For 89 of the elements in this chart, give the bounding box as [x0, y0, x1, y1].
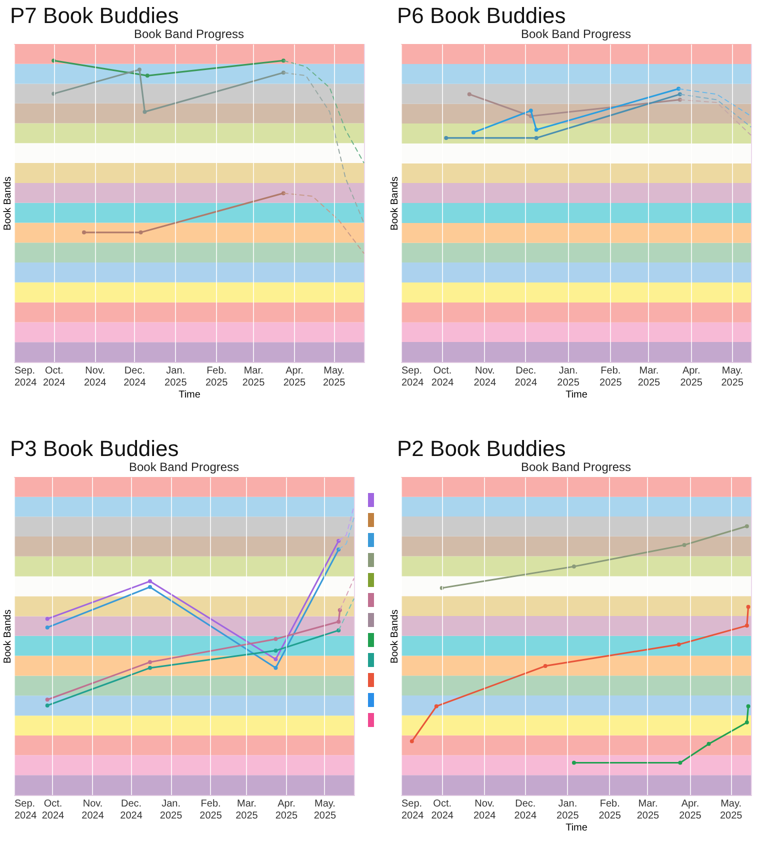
x-tick-label: Jan. 2025: [557, 366, 580, 388]
point: [572, 564, 576, 569]
point: [274, 637, 278, 642]
x-tick-label: Jan. 2025: [556, 798, 580, 822]
point: [678, 760, 682, 765]
point: [543, 664, 548, 668]
point: [534, 128, 538, 132]
point: [148, 585, 152, 590]
x-axis-title: Time: [566, 390, 588, 400]
x-tick-label: May. 2025: [314, 798, 337, 822]
y-axis-title: Book Bands: [2, 176, 14, 230]
point: [744, 720, 749, 724]
point: [746, 704, 750, 708]
point: [45, 616, 50, 621]
chart-subtitle: Book Band Progress: [134, 27, 244, 41]
y-axis-title: Book Bands: [2, 610, 14, 664]
x-tick-label: Jan. 2025: [160, 798, 183, 822]
x-tick-label: Apr. 2025: [275, 798, 298, 822]
x-tick-label: Dec. 2024: [514, 798, 537, 822]
point: [746, 604, 750, 609]
point: [45, 703, 50, 708]
x-tick-label: Apr. 2025: [283, 366, 306, 388]
point: [682, 543, 686, 548]
chart-subtitle: Book Band Progress: [520, 27, 632, 41]
x-tick-label: Nov. 2024: [82, 798, 104, 822]
x-tick-label: Oct. 2024: [43, 366, 66, 388]
point: [148, 579, 152, 584]
x-tick-label: Apr. 2025: [679, 798, 702, 822]
x-tick-label: Dec. 2024: [120, 798, 143, 822]
chart-title: P2 Book Buddies: [396, 435, 567, 461]
point: [744, 624, 749, 628]
point: [471, 130, 476, 135]
x-tick-label: Sep. 2024: [402, 366, 424, 388]
y-axis-title: Book Bands: [390, 610, 400, 664]
x-tick-label: Dec. 2024: [514, 366, 538, 388]
x-tick-label: Oct. 2024: [431, 798, 454, 822]
chart-subtitle: Book Band Progress: [520, 460, 632, 474]
point: [142, 110, 147, 114]
x-tick-label: Oct. 2024: [431, 366, 454, 388]
point: [148, 666, 152, 670]
point: [676, 642, 681, 646]
x-tick-label: Mar. 2025: [236, 798, 258, 822]
x-tick-label: Dec. 2024: [124, 366, 146, 388]
x-tick-label: May. 2025: [721, 366, 744, 388]
x-tick-label: Mar. 2025: [242, 366, 266, 388]
chart-title: P3 Book Buddies: [9, 435, 180, 461]
x-tick-label: Sep. 2024: [14, 798, 38, 822]
x-tick-label: Nov. 2024: [473, 798, 496, 822]
point: [410, 739, 414, 744]
point: [137, 68, 142, 72]
chart-title: P7 Book Buddies: [9, 2, 180, 28]
point: [138, 230, 143, 234]
point: [45, 625, 50, 630]
x-tick-label: Sep. 2024: [402, 798, 424, 822]
y-axis-title: Book Bands: [390, 176, 400, 230]
chart-title: P6 Book Buddies: [396, 2, 567, 28]
x-axis-title: Time: [566, 822, 588, 834]
x-tick-label: May. 2025: [720, 798, 743, 822]
x-tick-label: Oct. 2024: [42, 798, 65, 822]
point: [336, 620, 341, 624]
x-tick-label: Nov. 2024: [474, 366, 496, 388]
x-tick-label: Feb. 2025: [598, 798, 622, 822]
x-tick-label: Mar. 2025: [638, 366, 661, 388]
x-tick-label: Feb. 2025: [600, 366, 622, 388]
point: [528, 108, 533, 113]
point: [148, 660, 152, 664]
x-tick-label: Sep. 2024: [14, 366, 38, 388]
point: [744, 524, 749, 528]
point: [467, 92, 472, 96]
point: [434, 704, 438, 708]
x-tick-label: Apr. 2025: [680, 366, 703, 388]
x-tick-label: Feb. 2025: [200, 798, 222, 822]
x-tick-label: Nov. 2024: [84, 366, 107, 388]
x-axis-title: Time: [178, 390, 201, 400]
point: [572, 760, 576, 765]
point: [274, 666, 278, 670]
point: [45, 698, 50, 702]
point: [444, 136, 448, 140]
x-tick-label: Feb. 2025: [205, 366, 228, 388]
x-tick-label: Mar. 2025: [636, 798, 660, 822]
chart-subtitle: Book Band Progress: [128, 460, 240, 474]
point: [534, 136, 538, 140]
point: [82, 230, 86, 234]
point: [706, 742, 711, 746]
x-tick-label: May. 2025: [323, 366, 346, 388]
point: [145, 74, 150, 78]
point: [274, 648, 278, 653]
x-tick-label: Jan. 2025: [164, 366, 188, 388]
point: [274, 657, 278, 662]
